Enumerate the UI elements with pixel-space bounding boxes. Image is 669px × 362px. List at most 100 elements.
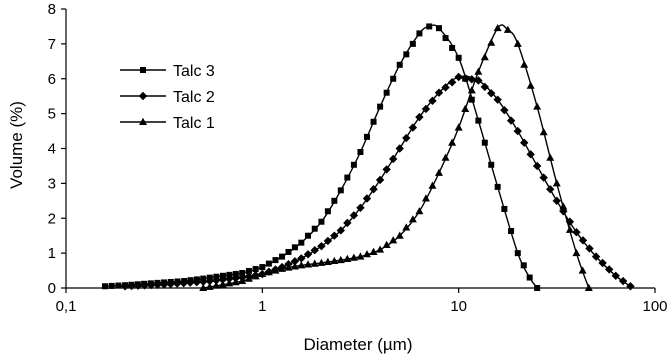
data-point	[102, 283, 109, 290]
data-point	[559, 207, 568, 216]
data-point	[487, 38, 496, 46]
data-point	[442, 35, 449, 42]
data-point	[546, 153, 555, 161]
data-point	[133, 281, 143, 290]
data-point	[467, 86, 476, 94]
data-point	[409, 40, 416, 47]
data-point	[539, 173, 548, 182]
data-point	[461, 73, 470, 83]
data-point	[408, 123, 418, 132]
data-point	[369, 247, 378, 255]
data-point	[225, 279, 234, 287]
y-tick-label: 6	[48, 71, 56, 88]
data-point	[259, 264, 266, 271]
data-point	[539, 128, 548, 136]
data-point	[395, 144, 404, 153]
legend-marker	[140, 67, 146, 73]
data-point	[318, 218, 325, 225]
data-point	[336, 226, 346, 235]
data-point	[503, 25, 512, 33]
data-point	[310, 246, 319, 255]
series-talc-3	[102, 23, 541, 291]
data-point	[330, 256, 339, 265]
data-point	[232, 270, 239, 277]
data-point	[534, 285, 541, 291]
data-point	[363, 133, 370, 140]
data-point	[297, 254, 306, 263]
data-point	[584, 283, 593, 291]
data-point	[330, 231, 339, 240]
data-point	[493, 95, 502, 104]
data-point	[350, 161, 357, 168]
data-point	[285, 248, 292, 255]
data-point	[403, 51, 410, 58]
legend-marker	[139, 117, 147, 125]
data-point	[618, 276, 628, 286]
data-point	[251, 272, 260, 280]
data-point	[297, 261, 306, 269]
data-point	[369, 184, 378, 194]
data-point	[271, 266, 280, 274]
data-point	[244, 274, 253, 282]
data-point	[454, 123, 463, 131]
data-point	[218, 275, 227, 284]
legend-item: Talc 3	[120, 63, 215, 80]
data-point	[146, 280, 156, 290]
data-point	[468, 96, 475, 103]
data-point	[115, 282, 122, 289]
data-point	[166, 279, 175, 289]
data-point	[362, 194, 372, 203]
data-point	[572, 248, 581, 257]
data-point	[238, 276, 247, 285]
data-point	[449, 44, 456, 51]
y-tick-label: 3	[48, 175, 56, 192]
series-talc-1	[199, 23, 593, 291]
y-tick-label: 2	[48, 210, 56, 227]
data-point	[578, 236, 588, 245]
data-point	[506, 116, 516, 125]
y-tick-label: 5	[48, 106, 56, 123]
data-point	[356, 203, 365, 212]
data-point	[591, 252, 601, 261]
data-point	[291, 244, 298, 251]
data-point	[205, 282, 214, 290]
data-point	[199, 283, 208, 291]
data-point	[520, 60, 529, 68]
data-point	[252, 266, 259, 273]
data-point	[402, 223, 411, 231]
data-point	[349, 211, 359, 220]
data-point	[231, 277, 240, 286]
data-point	[390, 75, 397, 82]
data-point	[212, 281, 221, 289]
data-point	[305, 232, 312, 239]
data-point	[245, 268, 252, 275]
data-point	[585, 244, 594, 253]
data-point	[434, 88, 444, 97]
data-point	[120, 282, 130, 291]
data-point	[225, 274, 234, 284]
legend-item: Talc 1	[120, 115, 215, 132]
data-point	[402, 133, 411, 143]
data-point	[153, 280, 162, 290]
data-point	[598, 258, 607, 268]
data-point	[383, 89, 390, 96]
x-tick-label: 100	[642, 298, 667, 315]
data-point	[377, 103, 384, 110]
data-point	[552, 196, 561, 206]
data-point	[526, 150, 535, 159]
data-point	[279, 253, 286, 260]
data-point	[284, 263, 293, 271]
x-tick-label: 1	[258, 298, 266, 315]
data-point	[370, 118, 377, 125]
data-point	[467, 75, 477, 84]
data-point	[303, 250, 313, 259]
data-point	[520, 138, 529, 147]
data-point	[388, 154, 398, 164]
data-point	[501, 205, 508, 212]
data-point	[382, 240, 391, 248]
legend-marker	[138, 91, 148, 101]
data-point	[474, 67, 483, 75]
data-point	[349, 253, 358, 261]
data-point	[331, 197, 338, 204]
data-point	[343, 218, 352, 228]
